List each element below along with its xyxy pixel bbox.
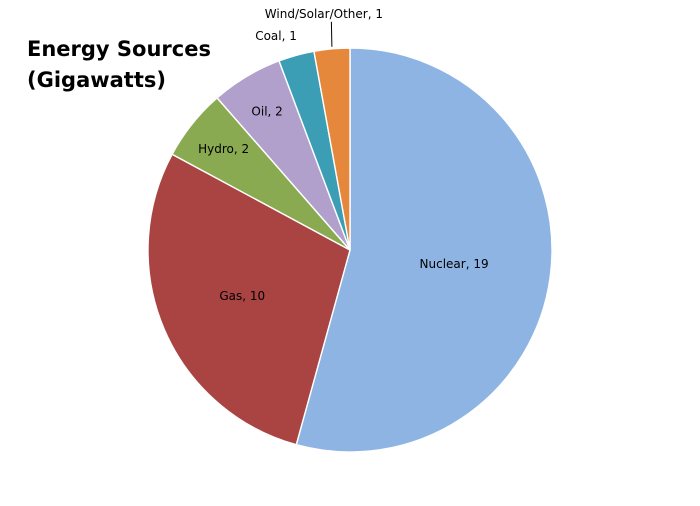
pie-slice-wind-solar-other bbox=[313, 47, 351, 251]
slice-label-coal: Coal, 1 bbox=[255, 29, 297, 43]
slice-label-gas: Gas, 10 bbox=[219, 289, 265, 303]
pie-slice-gas bbox=[147, 153, 351, 446]
leader-line-wind-solar-other bbox=[330, 21, 333, 47]
slice-label-hydro: Hydro, 2 bbox=[198, 142, 249, 156]
chart-title-line-2: (Gigawatts) bbox=[27, 68, 166, 92]
slice-label-wind-solar-other: Wind/Solar/Other, 1 bbox=[265, 7, 383, 21]
pie-slices bbox=[147, 47, 553, 453]
chart-title: Energy Sources (Gigawatts) bbox=[27, 34, 211, 96]
slice-label-nuclear: Nuclear, 19 bbox=[420, 257, 489, 271]
slice-label-oil: Oil, 2 bbox=[251, 104, 282, 118]
chart-title-line-1: Energy Sources bbox=[27, 37, 211, 61]
pie-slice-nuclear bbox=[295, 47, 553, 453]
pie-labels: Nuclear, 19 Gas, 10 Hydro, 2 Oil, 2 Coal, 1 W… bbox=[198, 7, 488, 303]
